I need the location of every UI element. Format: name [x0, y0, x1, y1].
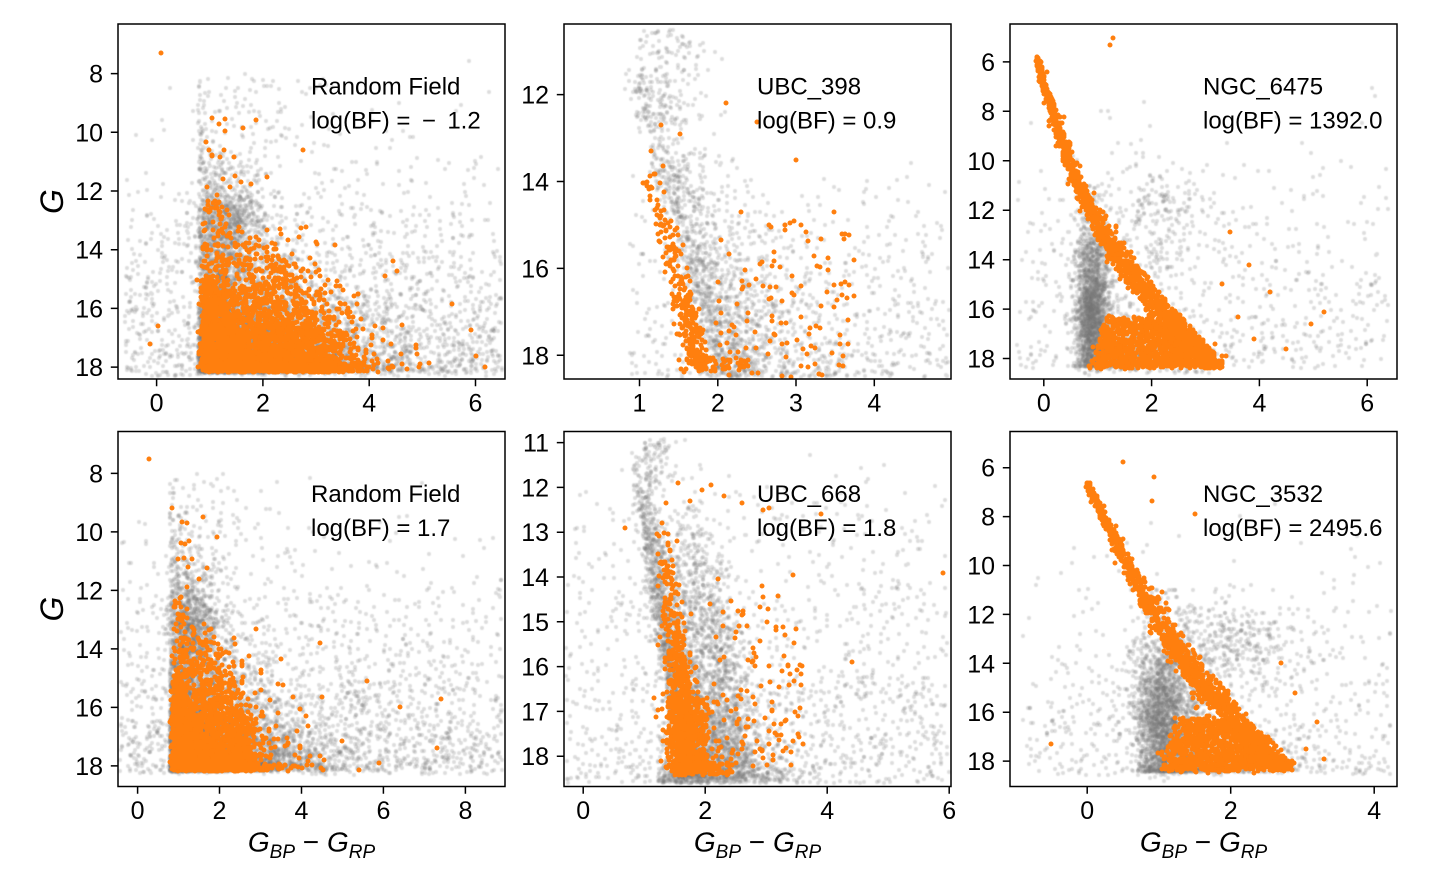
svg-text:GBP − GRP: GBP − GRP: [248, 827, 376, 864]
svg-text:10: 10: [967, 148, 995, 176]
svg-text:16: 16: [75, 694, 103, 722]
svg-text:0: 0: [576, 797, 590, 825]
svg-text:10: 10: [75, 119, 103, 147]
svg-text:8: 8: [981, 98, 995, 126]
svg-text:0: 0: [150, 390, 164, 418]
svg-text:4: 4: [820, 797, 834, 825]
svg-text:18: 18: [967, 346, 995, 374]
svg-text:1: 1: [633, 390, 647, 418]
svg-text:UBC_398: UBC_398: [757, 74, 861, 101]
svg-text:8: 8: [89, 460, 103, 488]
svg-text:10: 10: [75, 519, 103, 547]
svg-text:16: 16: [521, 255, 549, 283]
svg-text:11: 11: [523, 430, 549, 458]
svg-text:16: 16: [967, 699, 995, 727]
svg-text:6: 6: [1360, 390, 1374, 418]
svg-text:12: 12: [75, 577, 103, 605]
svg-text:12: 12: [75, 178, 103, 206]
svg-text:14: 14: [521, 564, 549, 592]
svg-text:18: 18: [521, 342, 549, 370]
svg-text:4: 4: [1252, 390, 1266, 418]
svg-text:4: 4: [295, 797, 309, 825]
svg-text:14: 14: [521, 169, 549, 197]
svg-text:14: 14: [967, 247, 995, 275]
svg-text:log(BF) = 2495.6: log(BF) = 2495.6: [1203, 515, 1382, 542]
svg-text:18: 18: [521, 743, 549, 771]
svg-text:18: 18: [75, 753, 103, 781]
svg-text:G: G: [34, 597, 70, 622]
svg-text:10: 10: [967, 553, 995, 581]
svg-text:2: 2: [256, 390, 270, 418]
svg-text:18: 18: [967, 748, 995, 776]
svg-text:16: 16: [521, 654, 549, 682]
svg-text:12: 12: [967, 197, 995, 225]
svg-text:16: 16: [967, 296, 995, 324]
svg-text:2: 2: [711, 390, 725, 418]
svg-text:2: 2: [1224, 797, 1238, 825]
svg-text:8: 8: [458, 797, 472, 825]
svg-text:NGC_6475: NGC_6475: [1203, 74, 1323, 101]
svg-text:8: 8: [89, 61, 103, 89]
svg-text:4: 4: [362, 390, 376, 418]
svg-text:14: 14: [75, 237, 103, 265]
svg-text:GBP − GRP: GBP − GRP: [694, 827, 822, 864]
svg-text:6: 6: [981, 49, 995, 77]
svg-text:3: 3: [789, 390, 803, 418]
svg-text:12: 12: [967, 601, 995, 629]
svg-text:GBP − GRP: GBP − GRP: [1140, 827, 1268, 864]
svg-text:14: 14: [75, 636, 103, 664]
svg-text:17: 17: [521, 698, 549, 726]
svg-text:8: 8: [981, 504, 995, 532]
svg-text:18: 18: [75, 354, 103, 382]
svg-text:log(BF) = 1392.0: log(BF) = 1392.0: [1203, 108, 1382, 135]
svg-text:12: 12: [521, 82, 549, 110]
svg-text:log(BF) = 1.7: log(BF) = 1.7: [311, 515, 450, 542]
svg-text:2: 2: [213, 797, 227, 825]
svg-text:2: 2: [698, 797, 712, 825]
svg-text:12: 12: [521, 474, 549, 502]
svg-text:13: 13: [521, 519, 549, 547]
svg-text:0: 0: [131, 797, 145, 825]
svg-text:Random Field: Random Field: [311, 74, 460, 101]
svg-text:14: 14: [967, 650, 995, 678]
svg-text:UBC_668: UBC_668: [757, 481, 861, 508]
svg-text:log(BF) = − 1.2: log(BF) = − 1.2: [311, 108, 481, 135]
svg-text:16: 16: [75, 295, 103, 323]
svg-text:4: 4: [1367, 797, 1381, 825]
svg-text:NGC_3532: NGC_3532: [1203, 481, 1323, 508]
svg-text:6: 6: [942, 797, 956, 825]
svg-text:15: 15: [521, 609, 549, 637]
svg-text:Random Field: Random Field: [311, 481, 460, 508]
svg-text:0: 0: [1037, 390, 1051, 418]
svg-text:log(BF) = 1.8: log(BF) = 1.8: [757, 515, 896, 542]
svg-text:0: 0: [1080, 797, 1094, 825]
svg-text:G: G: [34, 189, 70, 214]
svg-text:2: 2: [1145, 390, 1159, 418]
svg-text:6: 6: [469, 390, 483, 418]
svg-text:6: 6: [376, 797, 390, 825]
svg-text:log(BF) = 0.9: log(BF) = 0.9: [757, 108, 896, 135]
svg-text:6: 6: [981, 455, 995, 483]
svg-text:4: 4: [867, 390, 881, 418]
